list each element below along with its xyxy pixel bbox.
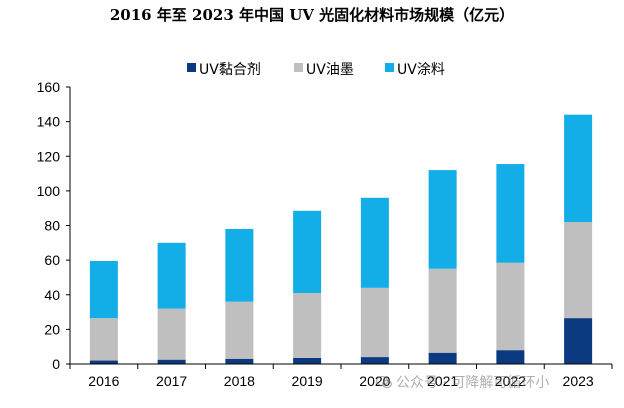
bar-segment [360,357,389,364]
axes-layer: 0 20 40 60 80 100 120 140 160 2016 2017 2018 2019 202… [37,79,613,389]
legend-label: UV油墨 [306,62,354,78]
watermark-text: 公众号 · 可降解可循环小 [396,375,550,391]
bar-segment [360,287,389,358]
wechat-icon [375,375,392,389]
bars-layer [89,114,593,364]
bar-segment [428,170,457,269]
bar-segment [564,318,593,364]
y-tick-label: 20 [44,321,60,337]
legend-label: UV涂料 [397,62,445,78]
x-tick-label: 2019 [292,373,323,389]
bar-segment [157,242,186,309]
bar-segment [428,268,457,353]
x-tick-label: 2021 [427,373,458,389]
watermark: 公众号 · 可降解可循环小 [375,372,550,392]
bar-segment [293,357,322,364]
x-tick-label: 2016 [88,373,119,389]
bar-segment [293,293,322,358]
y-tick-label: 40 [44,287,60,303]
bar-segment [225,228,254,302]
x-tick-label: 2023 [563,373,594,389]
y-tick-label: 80 [44,218,60,234]
bar-segment [89,318,118,361]
bar-segment [293,210,322,294]
y-tick-label: 100 [37,183,61,199]
bar-segment [89,260,118,319]
bar-segment [564,222,593,319]
y-tick-label: 120 [37,148,61,164]
bar-segment [428,352,457,364]
legend: UV黏合剂 UV油墨 UV涂料 [187,62,445,78]
y-tick-label: 160 [37,79,61,95]
chart-title: 2016 年至 2023 年中国 UV 光固化材料市场规模（亿元） [109,6,515,24]
bar-segment [496,350,525,364]
x-tick-label: 2017 [156,373,187,389]
bar-segment [225,358,254,364]
y-tick-label: 60 [44,252,60,268]
legend-swatch [187,63,196,72]
bar-segment [157,308,186,360]
bar-segment [157,359,186,364]
bar-segment [225,301,254,359]
legend-label: UV黏合剂 [199,62,261,78]
bar-segment [89,360,118,364]
x-tick-label: 2022 [495,373,526,389]
y-tick-label: 0 [52,356,60,372]
bar-segment [496,164,525,263]
bar-segment [496,262,525,351]
legend-swatch [294,63,303,72]
y-tick-label: 140 [37,114,61,130]
bar-segment [564,114,593,223]
x-tick-label: 2018 [224,373,255,389]
bar-segment [360,197,389,288]
legend-swatch [385,63,394,72]
